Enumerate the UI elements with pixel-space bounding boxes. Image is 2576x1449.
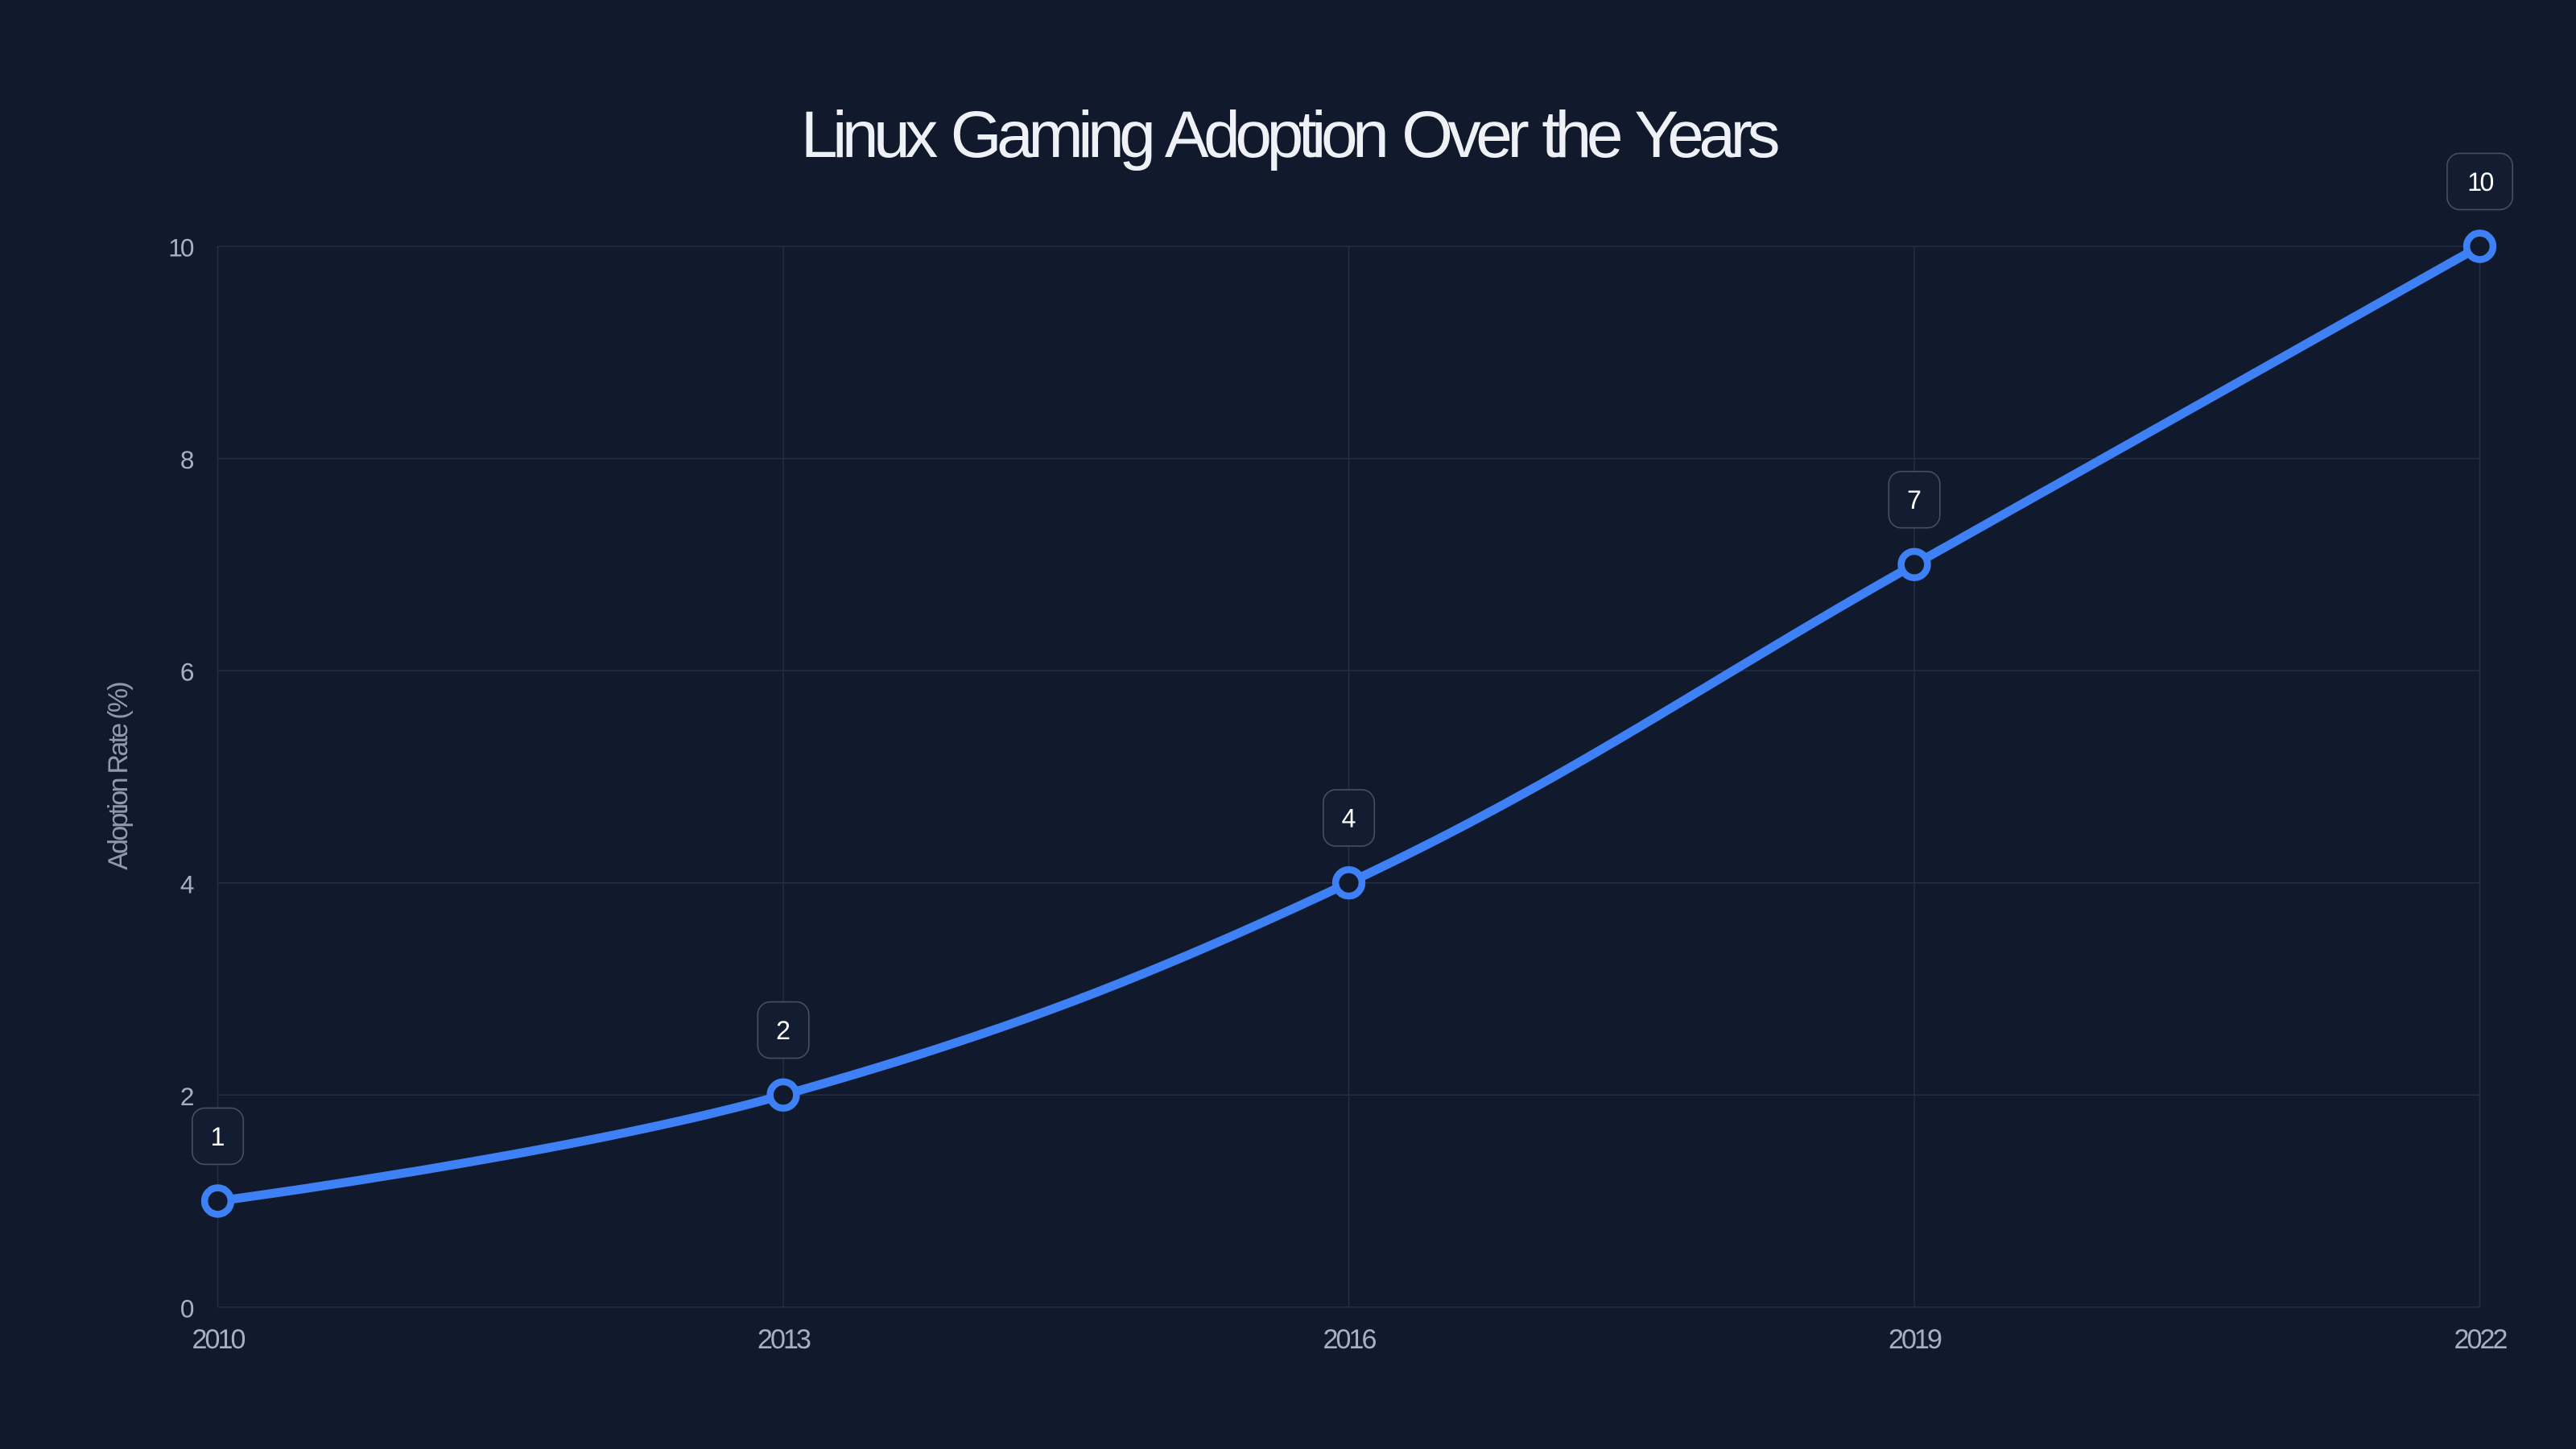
svg-text:6: 6 <box>180 658 194 687</box>
svg-text:10: 10 <box>168 233 194 262</box>
svg-text:2: 2 <box>776 1016 791 1045</box>
svg-text:1: 1 <box>211 1122 225 1151</box>
svg-text:Linux Gaming Adoption Over the: Linux Gaming Adoption Over the Years <box>801 98 1779 171</box>
svg-text:4: 4 <box>180 869 194 898</box>
svg-text:0: 0 <box>180 1294 194 1323</box>
svg-text:10: 10 <box>2467 167 2493 196</box>
svg-text:7: 7 <box>1907 485 1922 514</box>
svg-text:2013: 2013 <box>758 1324 811 1355</box>
svg-text:2010: 2010 <box>192 1324 245 1355</box>
svg-text:8: 8 <box>180 445 194 474</box>
svg-text:2: 2 <box>180 1082 193 1111</box>
svg-text:2022: 2022 <box>2454 1324 2507 1355</box>
svg-text:2016: 2016 <box>1323 1324 1376 1355</box>
svg-text:2019: 2019 <box>1889 1324 1942 1355</box>
svg-text:4: 4 <box>1342 804 1356 833</box>
svg-text:Adoption Rate (%): Adoption Rate (%) <box>103 683 134 870</box>
